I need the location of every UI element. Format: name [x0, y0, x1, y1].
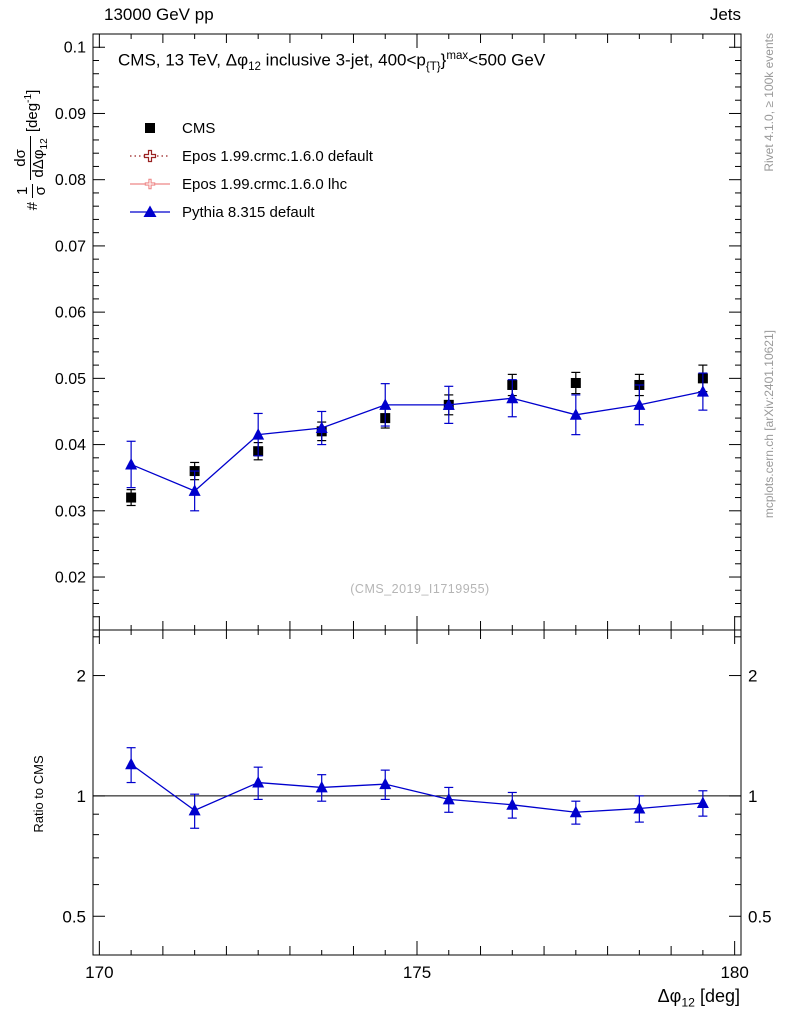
data-point-triangle: [252, 428, 265, 440]
tick-label: 0.06: [55, 305, 86, 322]
tick-label: 180: [720, 963, 748, 982]
tick-label: 2: [77, 667, 86, 686]
cms-square-marker: [145, 123, 155, 133]
mcplots-reference-note: mcplots.cern.ch [arXiv:2401.10621]: [762, 330, 776, 519]
data-point-triangle: [188, 803, 201, 816]
analysis-id-watermark: (CMS_2019_I1719955): [350, 582, 490, 596]
legend-label-pythia: Pythia 8.315 default: [182, 203, 315, 221]
tick-label: 0.05: [55, 371, 86, 388]
tick-label: 1: [77, 787, 86, 806]
open-cross-marker: [143, 149, 157, 163]
title-fragment: inclusive 3-jet, 400<p: [260, 50, 426, 70]
legend-item-pythia: Pythia 8.315 default: [128, 198, 373, 226]
legend-item-cms: CMS: [128, 114, 373, 142]
filled-triangle-marker: [143, 205, 157, 217]
fraction-numerator: dσ: [12, 136, 32, 180]
title-fragment: CMS, 13 TeV, Δφ: [118, 50, 249, 70]
denominator-text: dΔφ: [30, 149, 48, 178]
data-point-triangle: [506, 391, 519, 404]
data-point-square: [570, 377, 581, 388]
plot-title: CMS, 13 TeV, Δφ12 inclusive 3-jet, 400<p…: [118, 50, 545, 73]
data-point-triangle: [125, 757, 138, 770]
dsigma-dphi-fraction: dσ dΔφ12: [12, 136, 51, 180]
data-point-triangle: [442, 792, 455, 805]
data-point-triangle: [633, 398, 646, 410]
unit-open: [deg: [24, 102, 41, 133]
unit-exponent: -1: [23, 93, 34, 103]
data-point-triangle: [252, 776, 265, 788]
beam-energy-header: 13000 GeV pp: [104, 5, 214, 24]
legend-label-epos-default: Epos 1.99.crmc.1.6.0 default: [182, 147, 373, 165]
one-over-sigma-fraction: 1 σ: [14, 183, 50, 198]
fraction-denominator: dΔφ12: [30, 136, 51, 179]
unit-close: ]: [24, 89, 41, 94]
tick-label: 0.08: [55, 172, 86, 189]
data-point-triangle: [569, 408, 582, 420]
tick-label: 0.5: [62, 907, 86, 926]
rivet-version-note: Rivet 4.1.0, ≥ 100k events: [762, 33, 776, 172]
fraction-numerator: 1: [14, 183, 33, 198]
title-subscript: {T}: [425, 61, 441, 74]
tick-label: 0.09: [55, 106, 86, 123]
data-point-triangle: [379, 398, 392, 410]
fraction-denominator: σ: [31, 186, 49, 196]
data-point-triangle: [315, 421, 328, 434]
solid-line-triangle-marker-icon: [130, 205, 170, 217]
x-label-base: Δφ: [657, 986, 682, 1006]
tick-label: 0.03: [55, 503, 86, 520]
data-point-triangle: [696, 385, 709, 397]
data-point-triangle: [633, 802, 646, 814]
legend-item-epos-lhc: Epos 1.99.crmc.1.6.0 lhc: [128, 170, 373, 198]
y-axis-unit: [deg-1]: [23, 90, 41, 132]
denominator-subscript: 12: [39, 138, 51, 150]
tick-label: 2: [748, 667, 757, 686]
x-axis-label: Δφ12 [deg]: [658, 986, 740, 1010]
ratio-axis-label: Ratio to CMS: [31, 755, 46, 833]
data-point-triangle: [696, 796, 709, 808]
title-fragment: <500 GeV: [468, 50, 546, 70]
data-point-square: [126, 492, 137, 503]
filled-square-marker-icon: [145, 123, 155, 133]
y-axis-label: # 1 σ dσ dΔφ12 [deg-1]: [5, 30, 59, 270]
legend-label-cms: CMS: [182, 119, 216, 137]
pythia-series: [125, 372, 709, 512]
x-label-subscript: 12: [681, 995, 695, 1010]
title-subscript: 12: [248, 61, 261, 74]
solid-line-cross-marker-icon: [130, 178, 170, 190]
data-point-triangle: [379, 777, 392, 790]
tick-label: 0.04: [55, 437, 86, 454]
tick-label: 175: [403, 963, 431, 982]
title-superscript: max: [446, 50, 469, 62]
tick-label: 1: [748, 787, 757, 806]
data-point-triangle: [315, 780, 328, 793]
y-axis-label-prefix: #: [23, 201, 41, 211]
open-cross-marker: [144, 178, 156, 190]
data-point-triangle: [125, 457, 138, 470]
axis-tick-labels: 170 175 180 0.02 0.03 0.04 0.05 0.06 0.07 0.08 0.0…: [55, 40, 772, 982]
tick-label: 170: [85, 963, 113, 982]
title-fragment: }: [440, 50, 447, 70]
tick-label: 0.1: [64, 40, 86, 57]
cms-data-series: [126, 364, 708, 507]
analysis-category-header: Jets: [709, 5, 741, 24]
legend: CMS Epos 1.99.crmc.1.6.0 default Epos 1.…: [128, 114, 373, 226]
legend-item-epos-default: Epos 1.99.crmc.1.6.0 default: [128, 142, 373, 170]
data-point-triangle: [506, 798, 519, 810]
x-label-unit: [deg]: [694, 986, 740, 1006]
pythia-ratio-series: [125, 747, 709, 829]
tick-label: 0.02: [55, 570, 86, 587]
data-point-triangle: [442, 398, 455, 410]
tick-label: 0.5: [748, 907, 772, 926]
data-point-triangle: [188, 484, 201, 496]
tick-label: 0.07: [55, 238, 86, 255]
legend-label-epos-lhc: Epos 1.99.crmc.1.6.0 lhc: [182, 175, 348, 193]
dotted-line-cross-marker-icon: [130, 149, 170, 163]
data-point-triangle: [569, 805, 582, 818]
